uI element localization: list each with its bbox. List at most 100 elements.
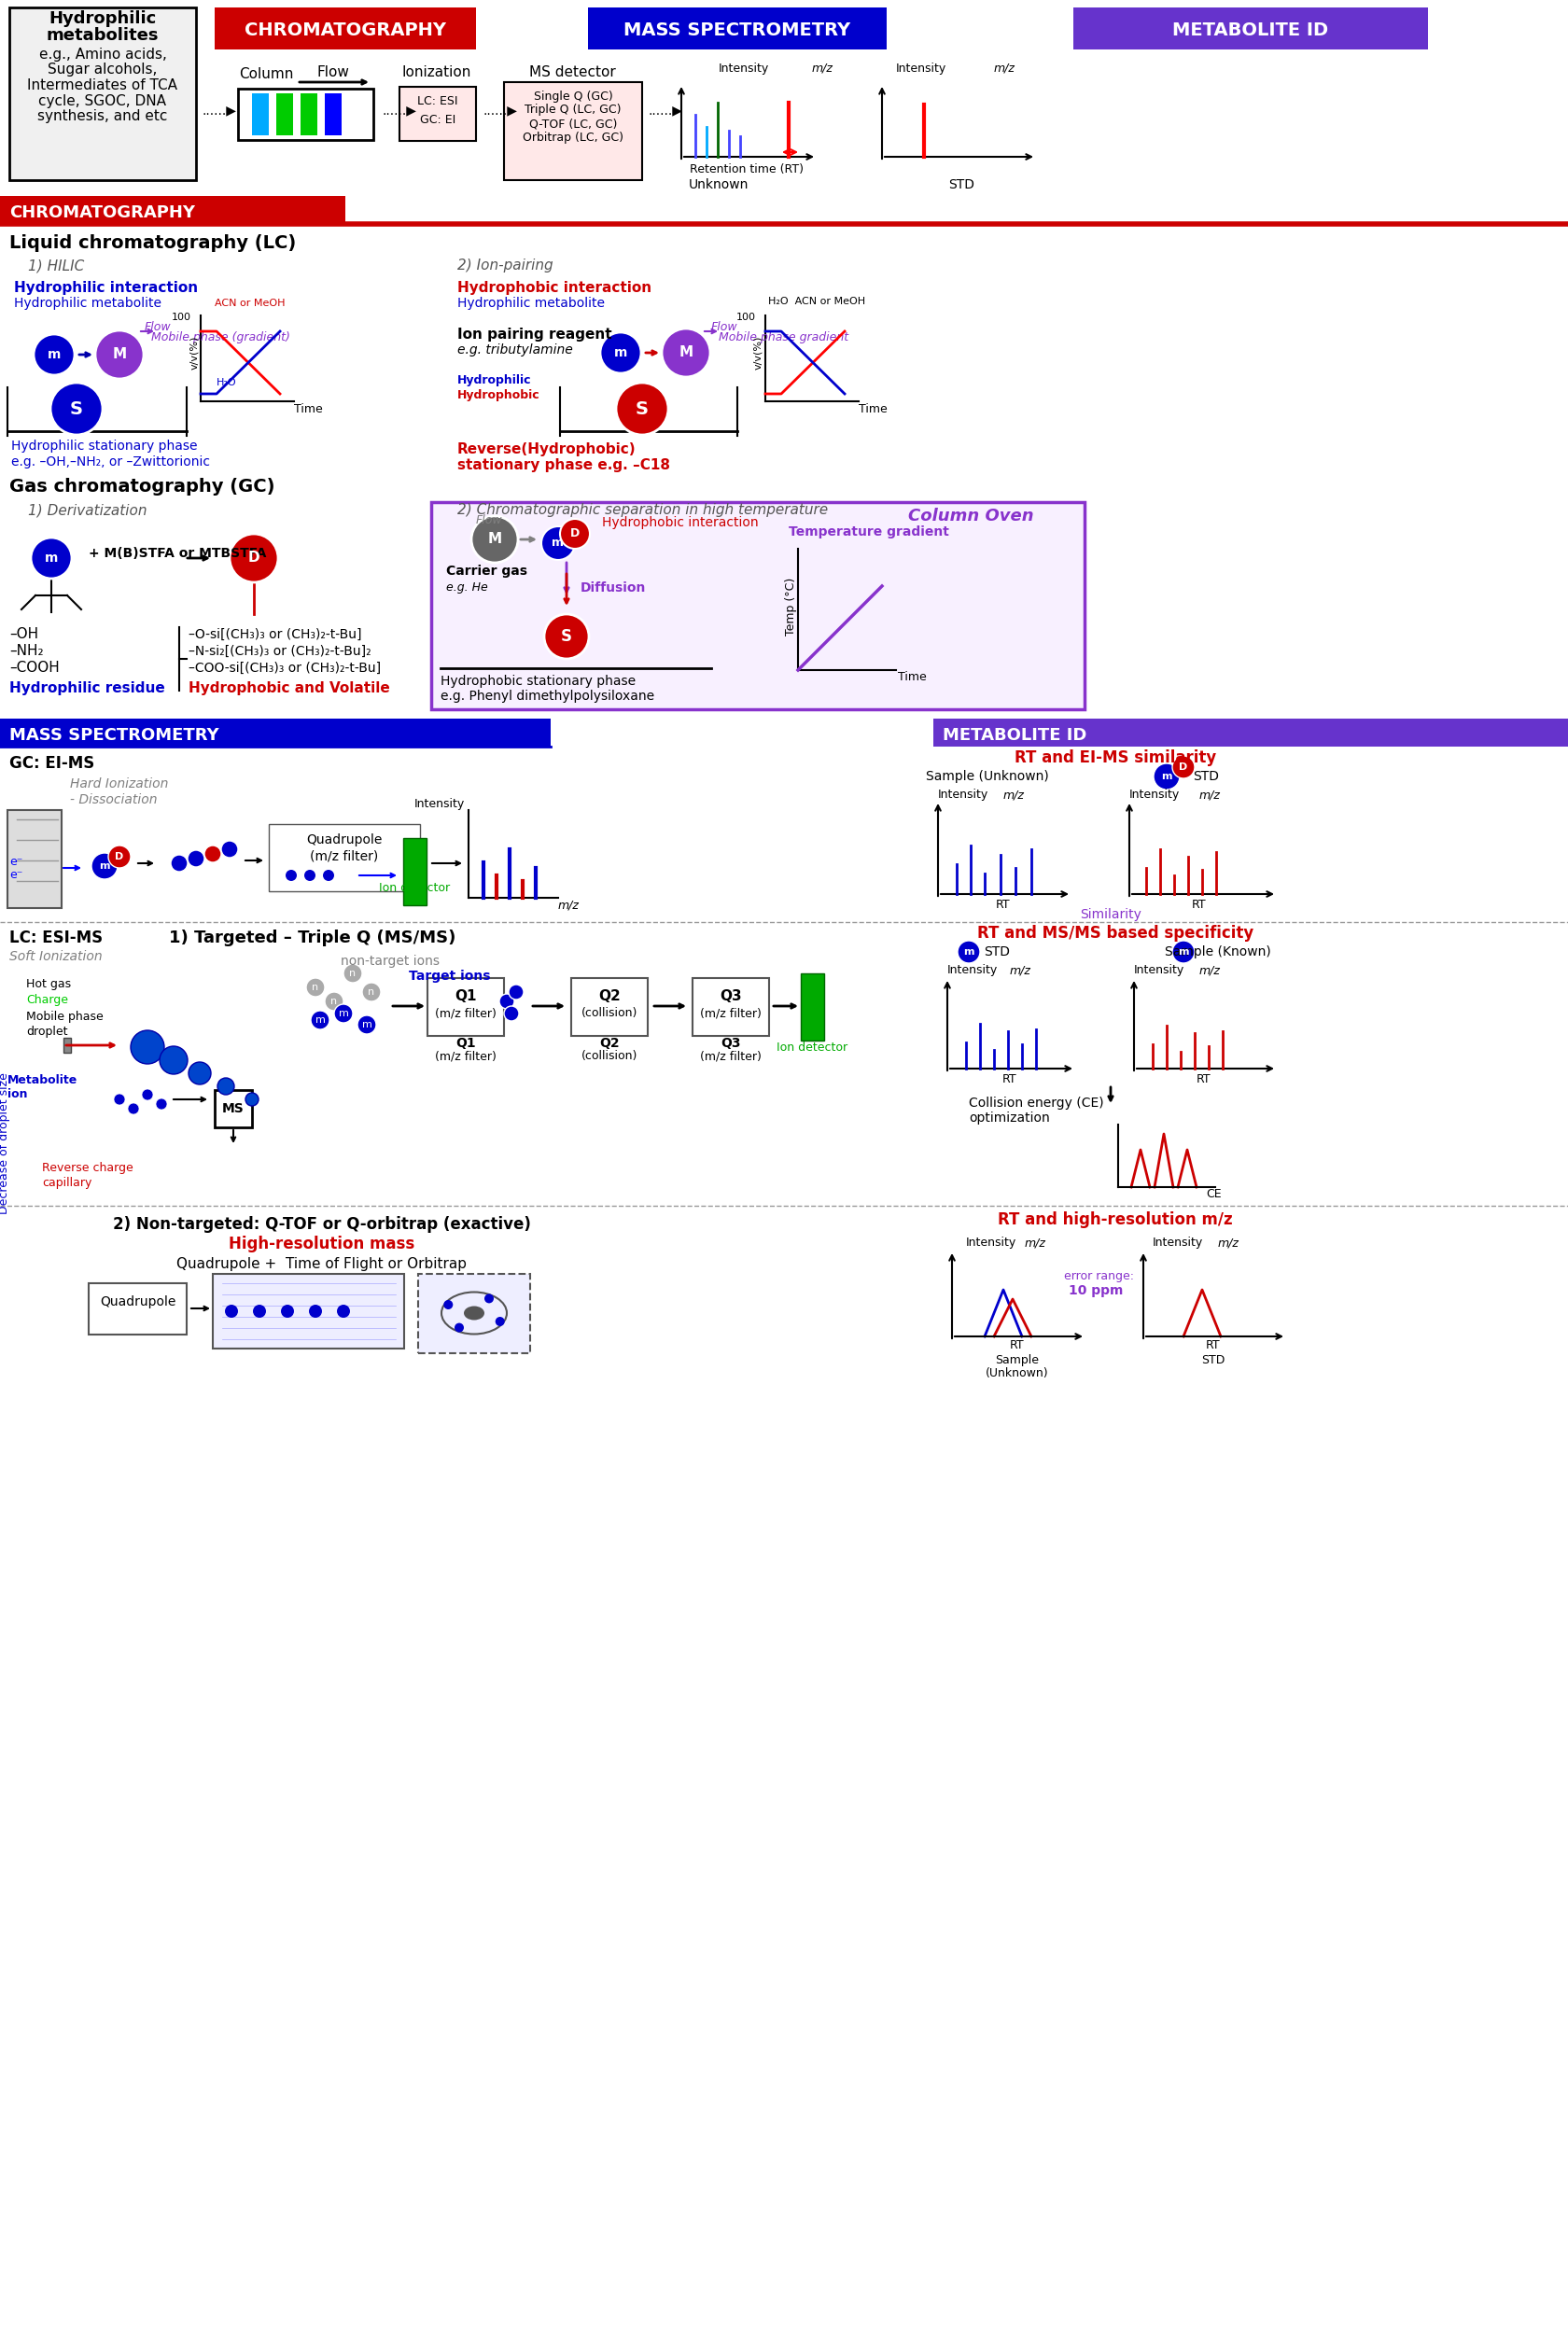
Text: Hydrophobic and Volatile: Hydrophobic and Volatile — [188, 682, 390, 696]
Text: Gas chromatography (GC): Gas chromatography (GC) — [9, 479, 274, 495]
Bar — [588, 7, 886, 49]
Text: Liquid chromatography (LC): Liquid chromatography (LC) — [9, 234, 296, 252]
Circle shape — [325, 992, 343, 1011]
Text: Intensity: Intensity — [414, 799, 464, 810]
Text: Mobile phase: Mobile phase — [27, 1011, 103, 1023]
Bar — [0, 719, 550, 747]
Text: m: m — [1160, 773, 1171, 782]
Text: Unknown: Unknown — [688, 177, 748, 191]
Text: Hot gas: Hot gas — [27, 978, 71, 990]
Circle shape — [221, 841, 238, 857]
Circle shape — [188, 850, 204, 866]
Circle shape — [130, 1030, 165, 1065]
Text: 2) Ion-pairing: 2) Ion-pairing — [456, 259, 554, 273]
Text: Quadrupole +  Time of Flight or Orbitrap: Quadrupole + Time of Flight or Orbitrap — [177, 1259, 467, 1273]
Text: LC: ESI-MS: LC: ESI-MS — [9, 929, 103, 946]
Text: STD: STD — [1201, 1354, 1225, 1366]
Circle shape — [127, 1102, 140, 1114]
Text: Intermediates of TCA: Intermediates of TCA — [28, 79, 177, 93]
Text: CHROMATOGRAPHY: CHROMATOGRAPHY — [9, 205, 194, 222]
Text: Hydrophobic interaction: Hydrophobic interaction — [602, 516, 757, 530]
Text: m: m — [362, 1020, 372, 1030]
Text: M: M — [488, 532, 502, 546]
Text: Sample (Unknown): Sample (Unknown) — [925, 771, 1049, 782]
Text: –O-si[(CH₃)₃ or (CH₃)₂-t-Bu]: –O-si[(CH₃)₃ or (CH₃)₂-t-Bu] — [188, 628, 362, 642]
Circle shape — [160, 1046, 188, 1074]
Circle shape — [337, 1305, 350, 1317]
Bar — [89, 1284, 187, 1336]
Text: –NH₂: –NH₂ — [9, 644, 44, 658]
Text: e.g. tributylamine: e.g. tributylamine — [456, 343, 572, 357]
Text: Sample (Known): Sample (Known) — [1163, 946, 1270, 957]
Circle shape — [362, 983, 381, 1002]
Bar — [1073, 7, 1427, 49]
Text: MS: MS — [223, 1102, 245, 1116]
Text: Diffusion: Diffusion — [580, 581, 646, 595]
Circle shape — [306, 978, 325, 997]
Circle shape — [544, 614, 588, 658]
Text: M: M — [113, 348, 127, 362]
Circle shape — [108, 845, 130, 869]
Text: RT: RT — [1192, 899, 1206, 911]
Text: (collision): (collision) — [582, 1051, 637, 1062]
Text: ......▶: ......▶ — [648, 103, 682, 117]
Circle shape — [218, 1079, 234, 1095]
Circle shape — [252, 1305, 267, 1317]
Text: Ion detector: Ion detector — [776, 1041, 847, 1053]
Text: m: m — [963, 948, 974, 957]
Text: Q3: Q3 — [720, 1037, 740, 1051]
Bar — [403, 838, 426, 906]
Bar — [400, 86, 475, 140]
Text: 100: 100 — [735, 313, 756, 322]
Text: m: m — [44, 551, 58, 565]
Text: 2) Non-targeted: Q-TOF or Q-orbitrap (exactive): 2) Non-targeted: Q-TOF or Q-orbitrap (ex… — [113, 1217, 530, 1233]
Text: Reverse(Hydrophobic): Reverse(Hydrophobic) — [456, 444, 635, 458]
Text: ......▶: ......▶ — [202, 103, 237, 117]
Text: e.g. Phenyl dimethylpolysiloxane: e.g. Phenyl dimethylpolysiloxane — [441, 689, 654, 703]
Text: GC: EI: GC: EI — [420, 114, 455, 126]
Text: Flow: Flow — [317, 65, 350, 79]
Circle shape — [33, 334, 75, 376]
Text: Q2: Q2 — [599, 1037, 619, 1051]
Text: Hydrophilic: Hydrophilic — [456, 374, 532, 388]
Circle shape — [601, 332, 641, 374]
Text: Time: Time — [897, 672, 927, 684]
Text: 1) Targeted – Triple Q (MS/MS): 1) Targeted – Triple Q (MS/MS) — [169, 929, 456, 946]
Text: RT and EI-MS similarity: RT and EI-MS similarity — [1014, 750, 1215, 766]
Text: Q1: Q1 — [455, 990, 477, 1004]
Text: Intensity: Intensity — [1129, 789, 1179, 801]
Text: MS detector: MS detector — [528, 65, 615, 79]
Text: Sample: Sample — [994, 1354, 1038, 1366]
Ellipse shape — [464, 1305, 485, 1319]
Text: Intensity: Intensity — [1134, 964, 1184, 976]
Circle shape — [31, 537, 72, 579]
Circle shape — [281, 1305, 293, 1317]
Bar — [63, 1037, 71, 1053]
Text: Q2: Q2 — [597, 990, 621, 1004]
Bar — [0, 196, 345, 224]
Text: n: n — [368, 988, 375, 997]
Text: Hydrophobic interaction: Hydrophobic interaction — [456, 280, 651, 294]
Circle shape — [1152, 764, 1179, 789]
Text: ion: ion — [8, 1088, 28, 1100]
Bar — [268, 824, 420, 892]
Text: Mobile phase (gradient): Mobile phase (gradient) — [151, 332, 290, 343]
Text: METABOLITE ID: METABOLITE ID — [1171, 21, 1328, 40]
Text: Ionization: Ionization — [401, 65, 472, 79]
Text: Metabolite: Metabolite — [8, 1074, 78, 1086]
Text: cycle, SGOC, DNA: cycle, SGOC, DNA — [39, 93, 166, 107]
Text: Similarity: Similarity — [1079, 908, 1142, 920]
Text: Intensity: Intensity — [966, 1238, 1016, 1249]
Circle shape — [323, 871, 334, 880]
Text: Retention time (RT): Retention time (RT) — [690, 163, 803, 175]
Text: Intensity: Intensity — [1152, 1238, 1203, 1249]
Text: m: m — [315, 1016, 325, 1025]
Text: error range:: error range: — [1063, 1270, 1134, 1282]
Circle shape — [141, 1088, 154, 1100]
Text: Hydrophobic: Hydrophobic — [456, 390, 539, 402]
Text: METABOLITE ID: METABOLITE ID — [942, 726, 1087, 745]
Circle shape — [560, 518, 590, 549]
Bar — [252, 93, 268, 135]
Text: Hard Ionization: Hard Ionization — [71, 778, 168, 792]
Text: Single Q (GC): Single Q (GC) — [533, 91, 612, 103]
